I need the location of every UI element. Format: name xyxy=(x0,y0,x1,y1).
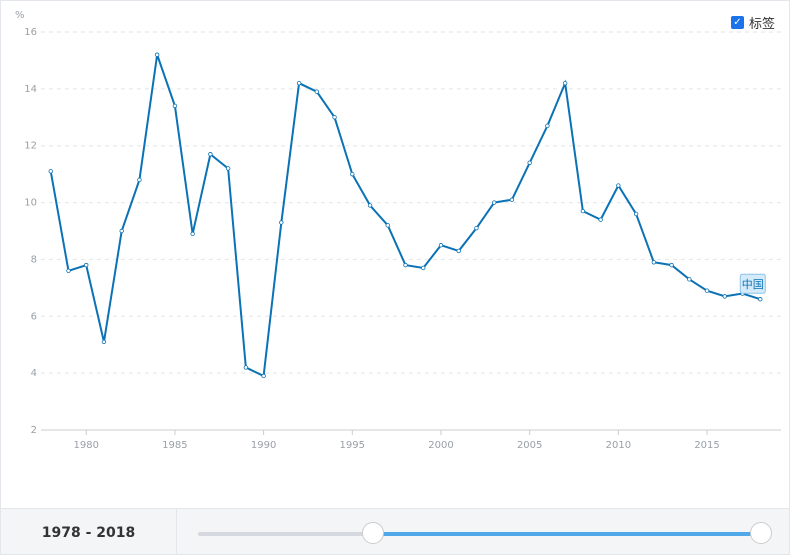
slider-handle[interactable] xyxy=(362,522,384,544)
x-tick-label: 2015 xyxy=(694,440,719,451)
y-tick-label: 16 xyxy=(24,27,37,38)
point xyxy=(633,211,639,217)
point xyxy=(84,262,89,268)
slider-handle[interactable] xyxy=(750,522,772,544)
x-tick-label: 2005 xyxy=(517,440,542,451)
point xyxy=(296,80,302,86)
x-tick-label: 1985 xyxy=(162,440,187,451)
point xyxy=(243,365,249,370)
x-tick-label: 2000 xyxy=(428,440,453,451)
chart: % 2 4 6 8 10 12 14 16 1980 1985 1990 1995 2000 2005 20… xyxy=(15,10,781,451)
y-tick-label: 6 xyxy=(31,311,37,322)
point xyxy=(704,288,710,293)
point xyxy=(154,52,160,57)
point xyxy=(172,103,178,109)
point xyxy=(403,262,408,268)
point xyxy=(48,169,53,174)
series-label-box xyxy=(739,273,766,294)
point xyxy=(562,80,568,86)
point xyxy=(350,171,355,177)
slider-selection xyxy=(373,532,761,536)
point xyxy=(616,183,621,188)
point xyxy=(598,217,603,222)
series-label: 中国 xyxy=(739,273,766,294)
range-label: 1978 - 2018 xyxy=(1,509,177,554)
y-tick-label: 4 xyxy=(31,368,37,379)
point xyxy=(421,265,426,271)
y-tick-label: 8 xyxy=(31,254,37,265)
x-tick-label: 1990 xyxy=(251,440,276,451)
y-tick-label: 12 xyxy=(24,141,37,152)
label-toggle[interactable]: ✓ 标签 xyxy=(730,13,775,32)
point xyxy=(491,200,497,205)
range-slider: 1978 - 2018 xyxy=(1,508,789,554)
point xyxy=(101,339,107,345)
point xyxy=(545,123,550,129)
checkbox[interactable]: ✓ xyxy=(730,16,744,29)
point xyxy=(332,115,337,120)
point xyxy=(438,243,444,248)
point xyxy=(279,220,284,225)
point xyxy=(509,197,515,202)
point xyxy=(687,277,692,282)
x-tick-label: 1980 xyxy=(73,440,98,451)
point xyxy=(137,177,142,183)
y-tick-label: 2 xyxy=(31,425,37,436)
point xyxy=(651,260,657,265)
point xyxy=(261,373,266,379)
point xyxy=(66,268,71,273)
x-tick-label: 1995 xyxy=(340,440,365,451)
series-label-text: 中国 xyxy=(742,278,764,291)
point xyxy=(669,262,674,268)
point xyxy=(367,203,373,208)
point xyxy=(385,223,390,228)
point xyxy=(314,89,320,94)
x-tick-label: 2010 xyxy=(606,440,631,451)
y-unit: % xyxy=(15,10,25,21)
point xyxy=(580,208,586,214)
series-line xyxy=(49,54,761,378)
point xyxy=(722,294,727,299)
point xyxy=(225,166,231,171)
point xyxy=(190,231,195,237)
point xyxy=(119,228,124,234)
point xyxy=(758,297,763,302)
y-tick-label: 10 xyxy=(24,198,37,209)
y-tick-label: 14 xyxy=(24,84,37,95)
point xyxy=(456,248,461,254)
toggle-label: 标签 xyxy=(748,17,775,32)
point xyxy=(208,152,213,157)
point xyxy=(527,160,532,165)
point xyxy=(474,225,479,231)
